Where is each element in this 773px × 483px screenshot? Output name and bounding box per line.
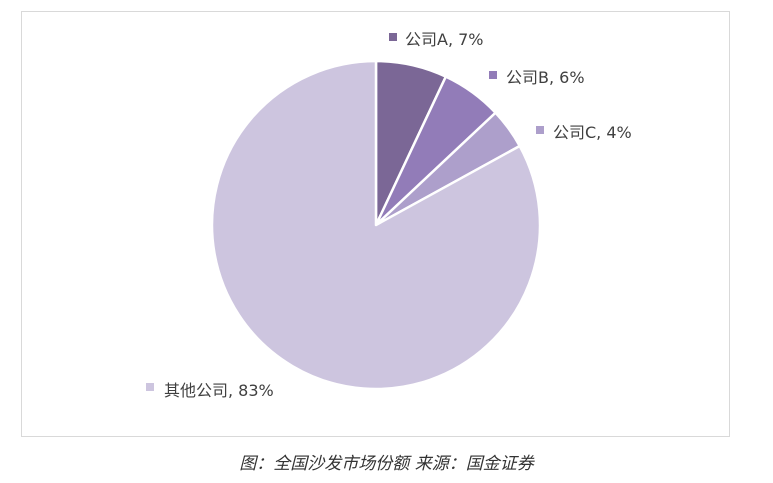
label-marker-company-a (389, 33, 397, 41)
slice-label-company-c: 公司C, 4% (553, 123, 632, 142)
label-marker-company-b (489, 71, 497, 79)
figure-caption: 图：全国沙发市场份额 来源：国金证券 (239, 454, 534, 474)
pie-slice-other-companies (210, 59, 542, 391)
label-marker-other-companies (146, 383, 154, 391)
slice-label-other-companies: 其他公司, 83% (164, 381, 274, 400)
label-marker-company-c (536, 126, 544, 134)
slice-label-company-a: 公司A, 7% (405, 30, 484, 49)
slice-label-company-b: 公司B, 6% (506, 68, 585, 87)
pie-slices (210, 59, 542, 391)
